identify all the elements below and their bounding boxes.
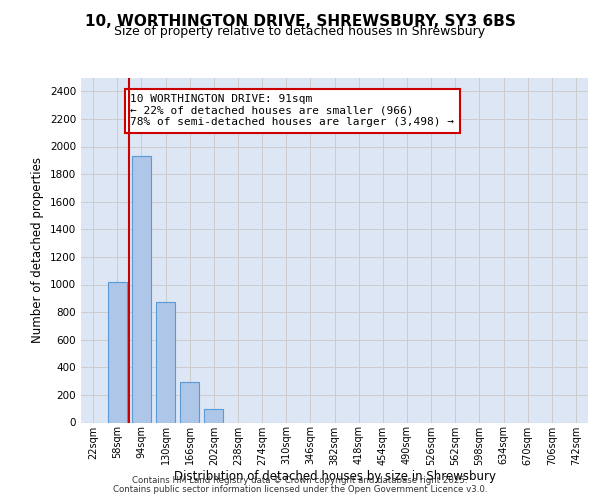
Y-axis label: Number of detached properties: Number of detached properties [31,157,44,343]
Bar [204,410,223,422]
Text: 10, WORTHINGTON DRIVE, SHREWSBURY, SY3 6BS: 10, WORTHINGTON DRIVE, SHREWSBURY, SY3 6… [85,14,515,29]
Bar [107,282,127,422]
Bar [132,156,151,422]
Text: Size of property relative to detached houses in Shrewsbury: Size of property relative to detached ho… [115,25,485,38]
Bar [180,382,199,422]
Bar [156,302,175,422]
Text: 10 WORTHINGTON DRIVE: 91sqm
← 22% of detached houses are smaller (966)
78% of se: 10 WORTHINGTON DRIVE: 91sqm ← 22% of det… [130,94,454,128]
Text: Contains HM Land Registry data © Crown copyright and database right 2025.: Contains HM Land Registry data © Crown c… [132,476,468,485]
X-axis label: Distribution of detached houses by size in Shrewsbury: Distribution of detached houses by size … [173,470,496,483]
Text: Contains public sector information licensed under the Open Government Licence v3: Contains public sector information licen… [113,485,487,494]
